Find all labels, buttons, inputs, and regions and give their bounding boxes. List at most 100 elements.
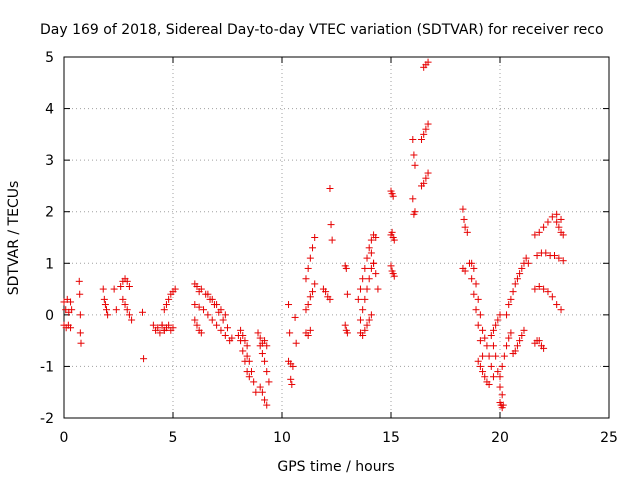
data-point: [511, 280, 519, 288]
data-point: [542, 249, 550, 257]
data-point: [461, 267, 469, 275]
data-point: [239, 347, 247, 355]
data-point: [474, 321, 482, 329]
x-tick-label: 0: [60, 430, 69, 446]
data-point: [154, 324, 162, 332]
data-point: [372, 270, 380, 278]
data-point: [191, 316, 199, 324]
data-point: [112, 306, 120, 314]
data-point: [208, 295, 216, 303]
data-point: [487, 362, 495, 370]
data-point: [544, 288, 552, 296]
data-point: [533, 252, 541, 260]
data-point: [123, 277, 131, 285]
data-point: [204, 290, 212, 298]
data-point: [411, 161, 419, 169]
data-point: [213, 301, 221, 309]
data-point: [516, 337, 524, 345]
data-point: [485, 352, 493, 360]
data-point: [158, 321, 166, 329]
data-point: [104, 311, 112, 319]
data-point: [507, 329, 515, 337]
data-point: [540, 344, 548, 352]
data-point: [354, 295, 362, 303]
data-point: [507, 295, 515, 303]
data-point: [224, 324, 231, 332]
data-point: [492, 352, 500, 360]
data-point: [367, 249, 375, 257]
data-point: [489, 373, 497, 381]
data-point: [479, 352, 487, 360]
data-point: [483, 342, 491, 350]
data-point: [100, 295, 108, 303]
data-point: [468, 275, 476, 283]
data-point: [372, 234, 380, 241]
data-point: [540, 285, 548, 293]
data-point: [555, 223, 563, 231]
data-point: [361, 295, 369, 303]
data-point: [367, 236, 375, 244]
y-tick-label: -2: [40, 411, 54, 427]
data-point: [289, 362, 297, 370]
data-point: [162, 301, 170, 309]
data-point: [551, 252, 558, 260]
data-point: [197, 285, 205, 293]
data-point: [494, 368, 502, 376]
plot-frame: [63, 56, 610, 419]
data-point: [370, 259, 378, 267]
data-point: [481, 373, 489, 381]
data-point: [103, 306, 111, 314]
data-point: [498, 362, 506, 370]
data-point: [424, 58, 432, 66]
data-point: [531, 231, 539, 239]
data-point: [165, 295, 173, 303]
data-point: [265, 378, 273, 386]
data-point: [239, 331, 247, 339]
data-point: [535, 282, 543, 290]
data-point: [505, 334, 513, 342]
data-point: [288, 380, 296, 388]
y-tick-label: 2: [45, 205, 54, 221]
data-point: [374, 285, 382, 293]
data-point: [520, 326, 528, 334]
data-point: [489, 326, 497, 334]
data-point: [171, 285, 179, 293]
data-point: [326, 185, 334, 193]
data-point: [367, 264, 375, 272]
data-point: [226, 337, 234, 345]
data-point: [518, 331, 526, 339]
data-point: [409, 195, 417, 203]
data-point: [424, 169, 432, 177]
data-point: [553, 301, 561, 309]
data-point: [243, 352, 251, 360]
data-point: [487, 331, 495, 339]
data-point: [363, 254, 371, 262]
data-point: [559, 257, 567, 265]
data-points: [60, 58, 567, 412]
data-point: [193, 282, 201, 290]
data-point: [243, 342, 251, 350]
data-point: [306, 254, 314, 262]
data-point: [125, 282, 133, 290]
x-tick-label: 15: [382, 430, 400, 446]
data-point: [472, 306, 480, 314]
x-tick-label: 20: [491, 430, 509, 446]
data-point: [160, 306, 168, 314]
data-point: [341, 321, 349, 329]
data-point: [422, 125, 430, 133]
data-point: [76, 290, 84, 298]
data-point: [291, 313, 299, 321]
data-point: [119, 295, 127, 303]
data-point: [241, 337, 249, 345]
data-point: [322, 288, 330, 296]
data-point: [474, 295, 482, 303]
data-point: [165, 321, 173, 329]
data-point: [76, 329, 84, 337]
data-point: [479, 368, 487, 376]
data-point: [247, 368, 255, 376]
data-point: [476, 311, 484, 319]
data-point: [217, 306, 225, 314]
data-point: [221, 311, 229, 319]
data-point: [261, 396, 269, 404]
data-point: [101, 301, 109, 309]
